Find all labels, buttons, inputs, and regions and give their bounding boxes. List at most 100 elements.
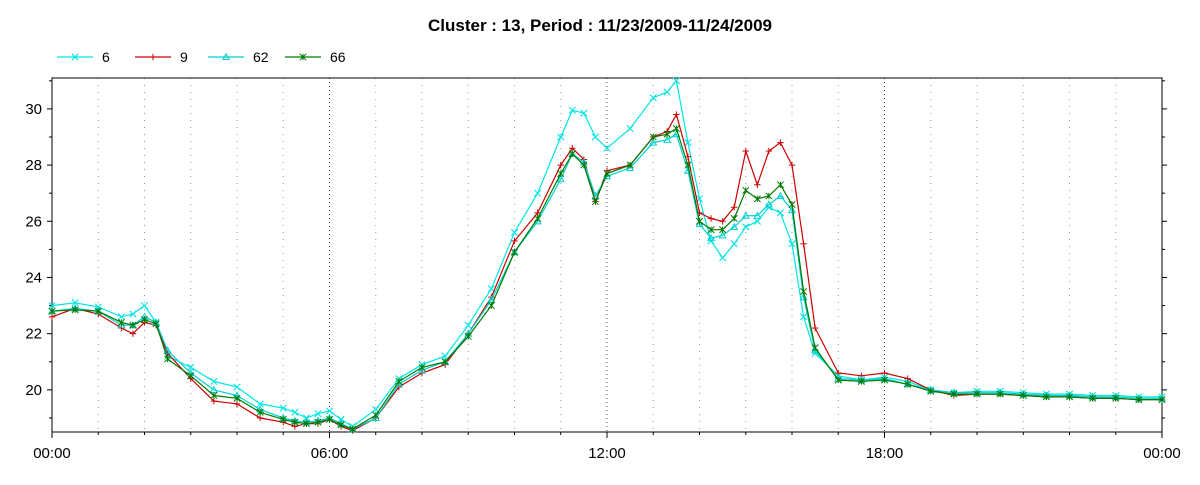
axes: 20 22 24 26 28 30 00:00 06:00 12:00 18:00 00:00 bbox=[25, 77, 1181, 462]
data-point bbox=[707, 226, 715, 234]
data-point bbox=[742, 147, 749, 155]
data-point bbox=[753, 211, 762, 219]
data-point bbox=[834, 376, 842, 384]
data-point bbox=[741, 211, 750, 219]
marker-stroke bbox=[950, 390, 958, 398]
data-point bbox=[187, 363, 195, 371]
marker-stroke bbox=[291, 418, 299, 426]
x-tick-label: 18:00 bbox=[866, 445, 904, 462]
marker-stroke bbox=[765, 192, 773, 200]
data-point bbox=[568, 150, 576, 158]
data-point bbox=[649, 133, 657, 141]
data-point bbox=[534, 189, 542, 197]
data-point bbox=[684, 139, 692, 147]
data-point bbox=[663, 88, 671, 96]
data-point bbox=[973, 390, 981, 398]
data-point bbox=[140, 316, 149, 324]
marker-stroke bbox=[649, 133, 657, 141]
marker-stroke bbox=[210, 377, 218, 386]
data-point bbox=[510, 228, 519, 237]
data-point bbox=[129, 321, 137, 329]
marker-stroke bbox=[580, 161, 588, 169]
data-point bbox=[325, 415, 334, 423]
data-point bbox=[707, 233, 716, 242]
data-point bbox=[279, 415, 287, 423]
data-point bbox=[730, 204, 738, 211]
data-point bbox=[279, 404, 287, 412]
marker-stroke bbox=[880, 376, 889, 384]
data-point bbox=[753, 195, 761, 203]
marker-stroke bbox=[603, 169, 611, 178]
data-point bbox=[149, 53, 157, 61]
data-point bbox=[1112, 394, 1120, 402]
x-tick-label: 06:00 bbox=[311, 445, 349, 462]
marker-stroke bbox=[510, 228, 519, 237]
marker-stroke bbox=[129, 321, 137, 329]
data-point bbox=[603, 144, 611, 152]
marker-stroke bbox=[799, 313, 808, 321]
grid bbox=[97, 78, 1117, 432]
marker-stroke bbox=[788, 200, 796, 208]
marker-stroke bbox=[904, 380, 912, 388]
marker-stroke bbox=[534, 189, 542, 197]
y-tick-label: 30 bbox=[25, 101, 42, 118]
data-point bbox=[904, 380, 912, 388]
marker-stroke bbox=[164, 355, 172, 363]
data-point bbox=[534, 214, 542, 223]
marker-stroke bbox=[742, 223, 750, 231]
marker-stroke bbox=[140, 301, 149, 310]
marker-stroke bbox=[418, 363, 426, 371]
marker-stroke bbox=[256, 408, 264, 416]
marker-stroke bbox=[1042, 393, 1050, 401]
data-point bbox=[1158, 396, 1166, 404]
marker-stroke bbox=[187, 363, 195, 371]
data-point bbox=[673, 111, 680, 118]
data-point bbox=[163, 346, 172, 354]
data-point bbox=[71, 53, 79, 61]
data-point bbox=[557, 169, 565, 178]
marker-stroke bbox=[557, 133, 565, 141]
data-point bbox=[996, 390, 1004, 398]
marker-stroke bbox=[663, 88, 671, 96]
legend-label: 62 bbox=[253, 49, 269, 65]
x-tick-label: 00:00 bbox=[1143, 445, 1181, 462]
data-point bbox=[776, 209, 785, 217]
data-point bbox=[1065, 393, 1074, 401]
marker-stroke bbox=[672, 77, 680, 85]
data-point bbox=[811, 324, 819, 332]
legend-item-66: 66 bbox=[285, 49, 346, 65]
data-point bbox=[1135, 396, 1143, 404]
marker-stroke bbox=[672, 125, 680, 133]
y-tick-label: 24 bbox=[25, 269, 42, 286]
marker-stroke bbox=[603, 144, 611, 152]
data-point bbox=[256, 400, 264, 408]
series-layer bbox=[47, 77, 1167, 434]
data-point bbox=[764, 200, 773, 208]
data-point bbox=[788, 200, 796, 208]
data-point bbox=[950, 390, 958, 398]
marker-stroke bbox=[557, 169, 565, 178]
data-point bbox=[754, 181, 761, 188]
data-point bbox=[663, 130, 671, 138]
data-point bbox=[580, 161, 588, 169]
marker-stroke bbox=[71, 53, 79, 61]
data-point bbox=[233, 394, 241, 402]
marker-stroke bbox=[94, 307, 102, 315]
data-point bbox=[742, 186, 750, 194]
data-point bbox=[314, 418, 322, 426]
data-point bbox=[800, 240, 807, 247]
data-point bbox=[337, 421, 345, 429]
data-point bbox=[684, 161, 692, 169]
y-tick-label: 28 bbox=[25, 157, 42, 174]
legend-label: 9 bbox=[180, 49, 188, 65]
data-point bbox=[314, 410, 322, 418]
data-point bbox=[511, 237, 518, 245]
x-tick-label: 00:00 bbox=[33, 445, 71, 462]
legend-label: 6 bbox=[102, 49, 110, 65]
data-point bbox=[302, 420, 310, 428]
marker-stroke bbox=[152, 320, 160, 328]
marker-stroke bbox=[441, 358, 449, 366]
data-point bbox=[927, 387, 935, 395]
